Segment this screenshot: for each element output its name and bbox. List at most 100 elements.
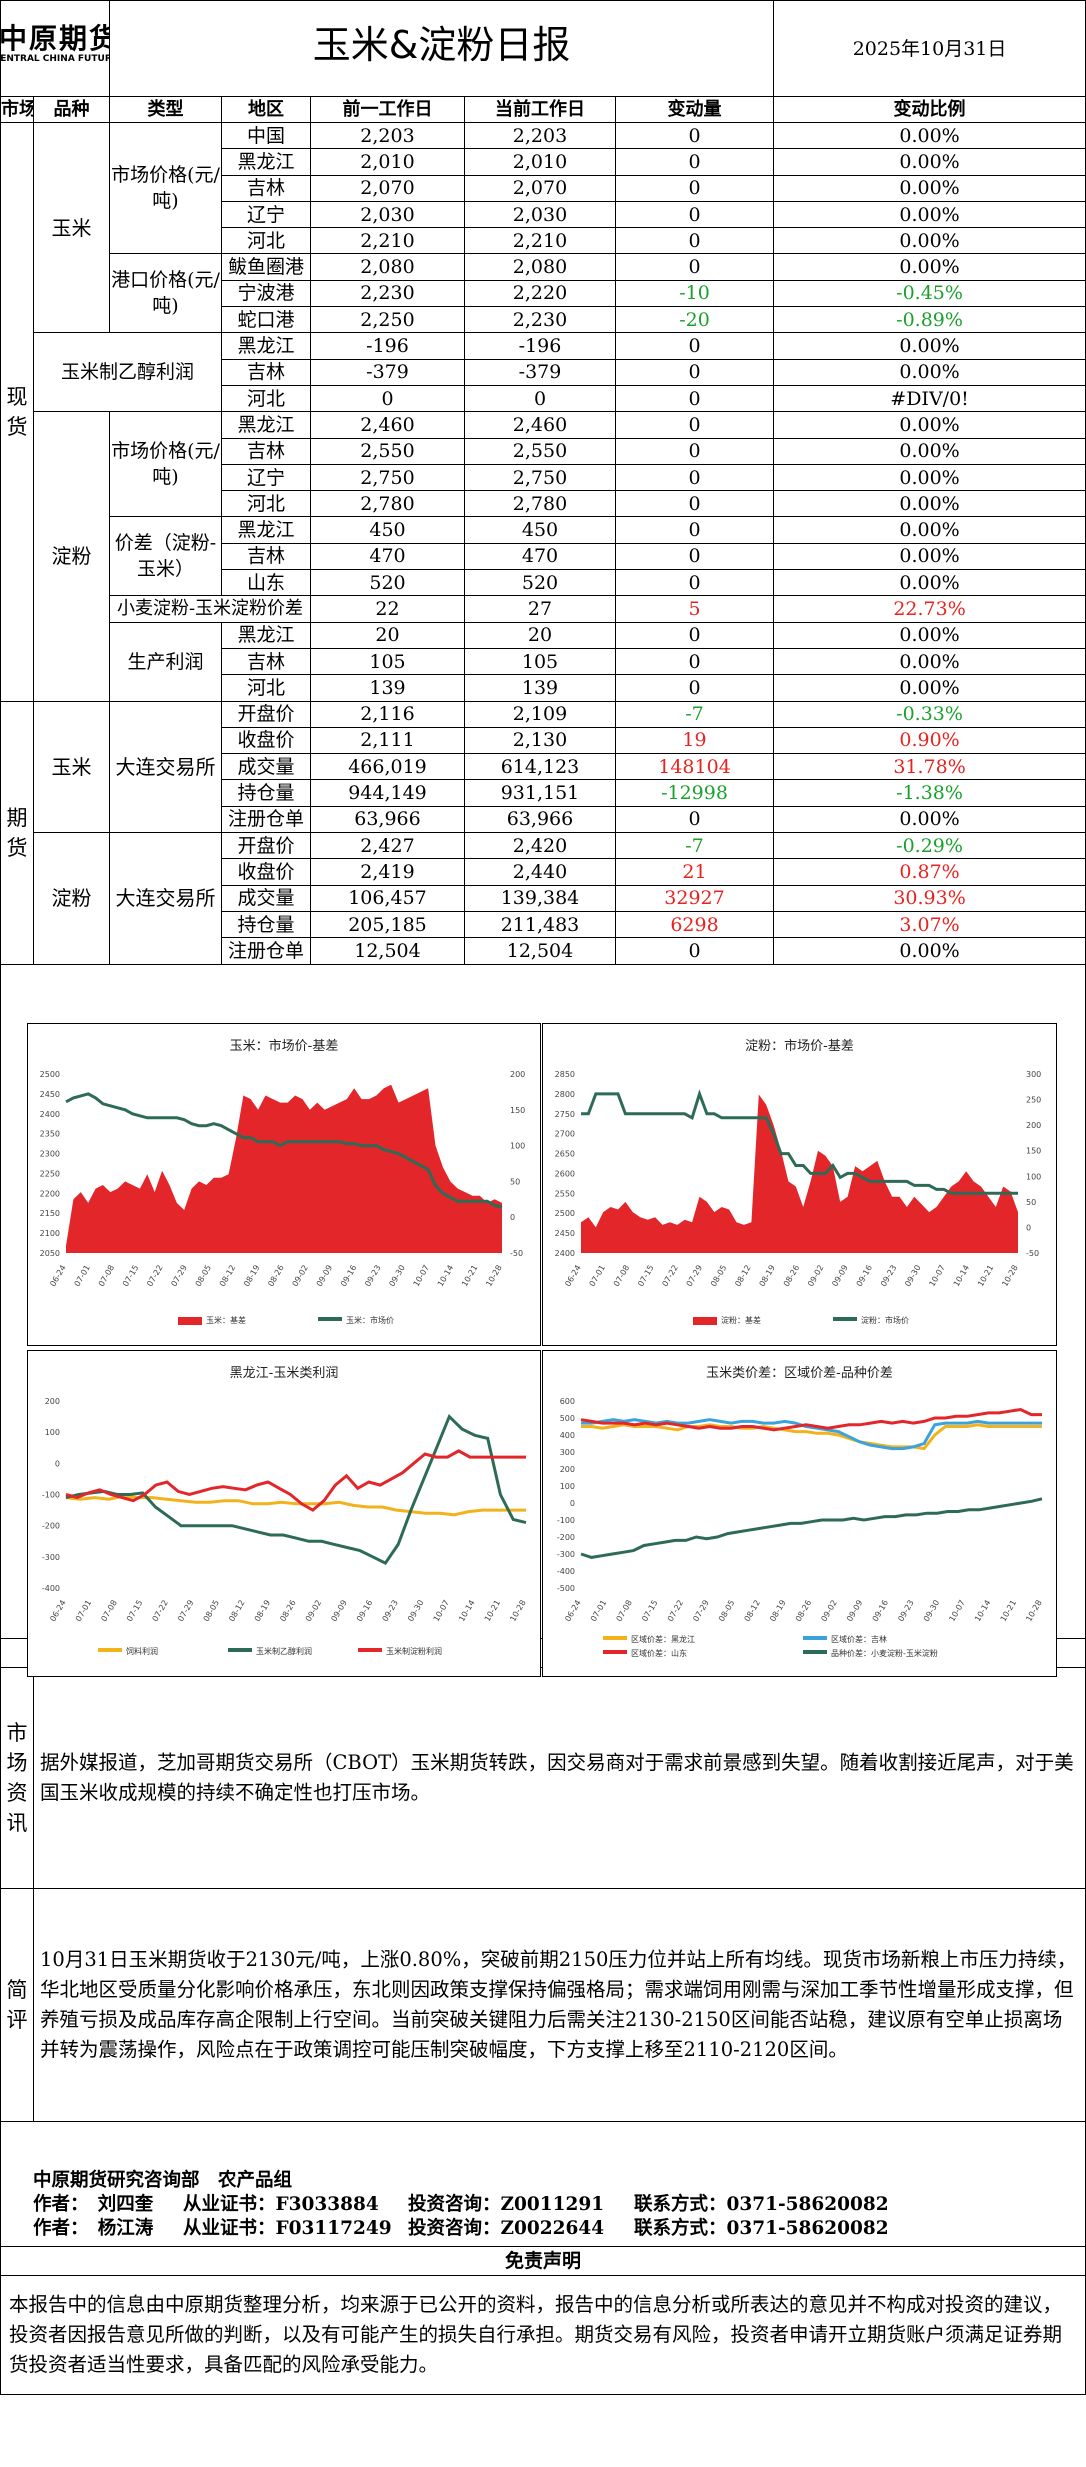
region-label: 河北 — [246, 676, 285, 699]
pct-cell: 0.00% — [773, 463, 1086, 492]
spacer-row — [0, 963, 1086, 981]
x-tick-label: 09-09 — [830, 1264, 849, 1289]
curr-cell: 2,130 — [464, 726, 616, 755]
legend-label: 区域价差：山东 — [631, 1648, 687, 1658]
y-right-tick-label: 300 — [1026, 1070, 1041, 1079]
region-label: 辽宁 — [246, 203, 285, 226]
curr-cell: 2,230 — [464, 306, 616, 334]
legend-label: 淀粉：市场价 — [861, 1315, 909, 1325]
x-tick-label: 08-19 — [768, 1599, 787, 1624]
pct-cell: 0.00% — [773, 805, 1086, 834]
chg-cell: 0 — [614, 647, 775, 676]
change-pct-value: 0.00% — [899, 335, 960, 358]
pct-cell: 0.00% — [773, 674, 1086, 702]
x-tick-label: 06-24 — [48, 1599, 67, 1624]
x-tick-label: 07-29 — [691, 1599, 710, 1624]
futures-row: 淀粉 大连交易所 开盘价 2,427 2,420 -7 -0.29% — [1, 832, 1086, 965]
exchange-label: 大连交易所 — [115, 754, 216, 779]
spot-row: 河北 2,210 2,210 0 0.00% — [1, 227, 1086, 255]
metric-label: 持仓量 — [237, 782, 295, 805]
region-cell: 黑龙江 — [221, 411, 311, 439]
y-left-tick-label: 0 — [55, 1459, 60, 1468]
prev-cell: 450 — [310, 516, 465, 544]
pct-cell: 0.00% — [773, 332, 1086, 360]
region-cell: 辽宁 — [221, 200, 311, 229]
y-left-tick-label: 2650 — [555, 1150, 575, 1159]
curr-cell: 2,420 — [464, 832, 616, 860]
prev-day-value: 2,203 — [360, 124, 415, 147]
legend-swatch — [803, 1650, 827, 1654]
region-label: 河北 — [246, 387, 285, 410]
futures-row: 注册仓单 63,966 63,966 0 0.00% — [1, 805, 1086, 834]
futures-row: 持仓量 944,149 931,151 -12998 -1.38% — [1, 779, 1086, 807]
pct-cell: -1.38% — [773, 779, 1086, 807]
current-day-value: 450 — [521, 519, 559, 542]
x-tick-label: 08-05 — [202, 1599, 221, 1624]
x-tick-label: 10-14 — [457, 1599, 476, 1624]
prev-day-value: 2,010 — [360, 150, 415, 173]
pct-cell: -0.45% — [773, 279, 1086, 308]
legend-label: 品种价差：小麦淀粉-玉米淀粉 — [831, 1648, 938, 1658]
prev-day-value: 2,070 — [360, 177, 415, 200]
legend-label: 饲料利润 — [126, 1646, 158, 1656]
chg-cell: 6298 — [614, 910, 775, 939]
x-tick-label: 08-26 — [266, 1264, 285, 1289]
prev-cell: 944,149 — [310, 779, 465, 807]
y-left-tick-label: 2150 — [40, 1209, 60, 1218]
x-tick-label: 09-30 — [922, 1599, 941, 1624]
chg-cell: 21 — [614, 858, 775, 886]
prev-cell: 2,230 — [310, 279, 465, 308]
legend-label: 区域价差：黑龙江 — [631, 1634, 695, 1644]
x-tick-label: 10-28 — [1000, 1264, 1019, 1289]
y-right-tick-label: 50 — [510, 1177, 520, 1186]
x-tick-label: 08-05 — [717, 1599, 736, 1624]
legend-label: 区域价差：吉林 — [831, 1634, 887, 1644]
x-tick-label: 09-30 — [903, 1264, 922, 1289]
x-tick-label: 06-24 — [563, 1599, 582, 1624]
x-tick-label: 10-21 — [999, 1599, 1018, 1624]
curr-cell: 2,220 — [464, 279, 616, 308]
region-label: 河北 — [246, 492, 285, 515]
change-value: 21 — [682, 860, 707, 883]
legend-label: 玉米：基差 — [206, 1315, 246, 1325]
variety-label-starch: 淀粉 — [51, 544, 92, 569]
metric-cell: 开盘价 — [221, 700, 311, 728]
prev-cell: 2,030 — [310, 200, 465, 229]
pct-cell: 0.00% — [773, 227, 1086, 255]
current-day-value: 614,123 — [500, 755, 580, 778]
chg-cell: 0 — [614, 227, 775, 255]
region-label: 吉林 — [246, 545, 285, 568]
y-right-tick-label: 200 — [1026, 1121, 1041, 1130]
region-label: 山东 — [246, 571, 285, 594]
spot-row: 吉林 470 470 0 0.00% — [1, 542, 1086, 571]
change-value: 0 — [688, 492, 701, 515]
x-tick-label: 10-28 — [1024, 1599, 1043, 1624]
prev-cell: 2,111 — [310, 726, 465, 755]
change-value: 5 — [688, 597, 701, 620]
prev-day-value: 520 — [369, 571, 406, 594]
x-tick-label: 07-08 — [99, 1599, 118, 1624]
legend-swatch — [98, 1648, 122, 1652]
x-tick-label: 07-22 — [660, 1264, 679, 1289]
change-pct-value: 0.90% — [899, 729, 960, 752]
spot-row: 吉林 2,550 2,550 0 0.00% — [1, 437, 1086, 465]
x-tick-label: 07-08 — [97, 1264, 116, 1289]
prev-cell: 2,550 — [310, 437, 465, 465]
region-cell: 吉林 — [221, 647, 311, 676]
y-left-tick-label: 2550 — [555, 1189, 575, 1198]
region-cell: 吉林 — [221, 542, 311, 571]
change-pct-value: 0.00% — [899, 466, 960, 489]
change-value: 0 — [688, 361, 701, 384]
change-pct-value: -0.45% — [896, 282, 963, 305]
curr-cell: 2,030 — [464, 200, 616, 229]
logo-chinese-name: 中原期货 — [0, 21, 110, 55]
current-day-value: 2,750 — [512, 466, 568, 489]
change-pct-value: 0.00% — [899, 229, 960, 252]
current-day-value: 2,440 — [512, 860, 568, 883]
curr-cell: 931,151 — [464, 779, 616, 807]
prev-day-value: 205,185 — [348, 913, 427, 936]
change-pct-value: 0.00% — [899, 519, 960, 542]
pct-cell: 22.73% — [773, 595, 1086, 623]
type-wheat-corn-spread: 小麦淀粉-玉米淀粉价差 — [116, 597, 304, 619]
series-line-2 — [65, 1449, 526, 1512]
